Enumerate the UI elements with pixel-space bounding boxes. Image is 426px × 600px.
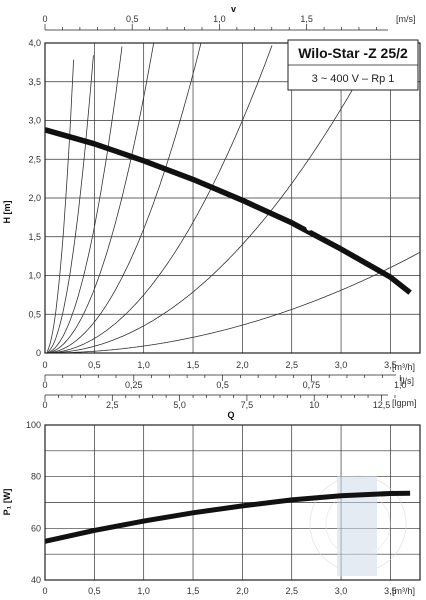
ls-tick-label: 0,25 — [125, 380, 143, 390]
power-chart-frame — [44, 424, 421, 581]
head-y-tick-label: 2,0 — [28, 193, 41, 203]
velocity-axis-label: v — [231, 4, 236, 14]
head-y-tick-label: 2,5 — [28, 154, 41, 164]
head-y-tick-label: 4,0 — [28, 38, 41, 48]
head-y-tick-label: 0 — [36, 348, 41, 358]
head-y-ticks: 0 0,5 1,0 1,5 2,0 2,5 3,0 3,5 4,0 — [28, 38, 41, 358]
ls-tick-label: 0 — [42, 380, 47, 390]
head-y-tick-label: 3,0 — [28, 116, 41, 126]
power-x-tick-label: 1,5 — [187, 586, 200, 596]
power-x-tick-label: 3,5 — [384, 586, 397, 596]
power-y-tick-label: 100 — [26, 420, 41, 430]
system-curves — [46, 42, 421, 354]
power-y-tick-label: 60 — [31, 523, 41, 533]
head-x-tick-label: 1,0 — [137, 360, 150, 370]
head-x-tick-label: 3,5 — [384, 360, 397, 370]
head-y-tick-label: 1,0 — [28, 271, 41, 281]
lgpm-tick-label: 12,5 — [373, 400, 391, 410]
lgpm-tick-label: 7,5 — [241, 400, 254, 410]
velocity-tick-label: 1,0 — [213, 14, 226, 24]
power-y-axis-label: P₁ [W] — [2, 489, 12, 516]
power-x-ticks: 0 0,5 1,0 1,5 2,0 2,5 3,0 3,5 — [42, 586, 396, 596]
lgpm-axis-unit: [lgpm] — [392, 398, 417, 408]
power-x-tick-label: 0 — [42, 586, 47, 596]
head-y-axis-label: H [m] — [2, 201, 12, 224]
head-x-unit: [m³/h] — [392, 362, 415, 372]
chart-subtitle: 3 ~ 400 V – Rp 1 — [312, 73, 395, 85]
velocity-tick-label: 0,5 — [126, 14, 139, 24]
system-curve — [46, 59, 74, 352]
power-x-tick-label: 1,0 — [137, 586, 150, 596]
velocity-tick-label: 1,5 — [300, 14, 313, 24]
system-curve — [46, 46, 123, 354]
head-y-tick-label: 1,5 — [28, 232, 41, 242]
pump-curve-gap — [306, 224, 313, 231]
head-y-tick-label: 3,5 — [28, 77, 41, 87]
system-curve — [46, 43, 154, 354]
head-x-tick-label: 1,5 — [187, 360, 200, 370]
power-y-ticks: 40 60 80 100 — [26, 420, 41, 585]
title-box: Wilo-Star -Z 25/2 3 ~ 400 V – Rp 1 — [287, 39, 419, 91]
lgpm-tick-label: 0 — [42, 400, 47, 410]
head-y-tick-label: 0,5 — [28, 309, 41, 319]
velocity-axis-unit: [m/s] — [396, 14, 416, 24]
power-x-tick-label: 2,5 — [285, 586, 298, 596]
power-x-unit: [m³/h] — [392, 586, 415, 596]
lgpm-tick-label: 5,0 — [173, 400, 186, 410]
head-chart-frame — [44, 42, 421, 354]
power-y-tick-label: 80 — [31, 472, 41, 482]
power-x-tick-label: 0,5 — [88, 586, 101, 596]
system-curve — [46, 45, 273, 354]
velocity-axis: 0 0,5 1,0 1,5 — [42, 14, 388, 31]
power-x-tick-label: 3,0 — [335, 586, 348, 596]
power-y-tick-label: 40 — [31, 575, 41, 585]
ls-tick-label: 1,0 — [394, 380, 407, 390]
head-x-tick-label: 0,5 — [88, 360, 101, 370]
lgpm-tick-label: 10 — [309, 400, 319, 410]
system-curve — [47, 251, 421, 354]
lgpm-tick-label: 2,5 — [106, 400, 119, 410]
flow-q-label: Q — [227, 410, 234, 420]
velocity-tick-label: 0 — [42, 14, 47, 24]
system-curve — [47, 42, 379, 354]
chart-title: Wilo-Star -Z 25/2 — [298, 45, 408, 61]
ls-tick-label: 0,5 — [216, 380, 229, 390]
head-x-tick-label: 2,5 — [285, 360, 298, 370]
head-x-tick-label: 0 — [42, 360, 47, 370]
system-curve — [46, 43, 202, 354]
pump-curve — [44, 127, 412, 295]
ls-tick-label: 0,75 — [303, 380, 321, 390]
power-x-tick-label: 2,0 — [236, 586, 249, 596]
secondary-flow-axes: 0 0,25 0,5 0,75 1,0 0 2,5 5,0 7,5 10 12,5 — [42, 374, 407, 410]
head-x-tick-label: 2,0 — [236, 360, 249, 370]
head-x-ticks: 0 0,5 1,0 1,5 2,0 2,5 3,0 3,5 — [42, 360, 396, 370]
ls-axis-unit: [l/s] — [400, 376, 414, 386]
head-x-tick-label: 3,0 — [335, 360, 348, 370]
